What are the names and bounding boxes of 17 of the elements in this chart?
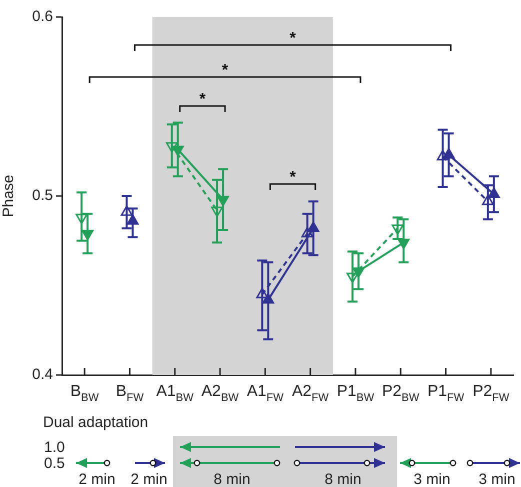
text: 2 min [78,471,116,487]
text: Dual adaptation [43,414,148,431]
y-tick-label: 0.5 [32,187,53,204]
annotation: * [290,30,297,47]
annotation: * [222,62,229,79]
y-tick-label: 0.6 [32,8,53,26]
annotation: * [199,91,206,108]
annotation: * [290,169,297,186]
text: 1.0 [44,439,65,456]
y-tick-label: 0.4 [32,366,53,384]
y-axis-title: Phase [0,174,18,218]
text: 8 min [324,471,362,487]
text: 3 min [478,471,516,487]
text: 2 min [130,471,168,487]
text: 3 min [414,471,450,487]
text: 8 min [214,471,250,487]
text: 0.5 [44,455,65,472]
